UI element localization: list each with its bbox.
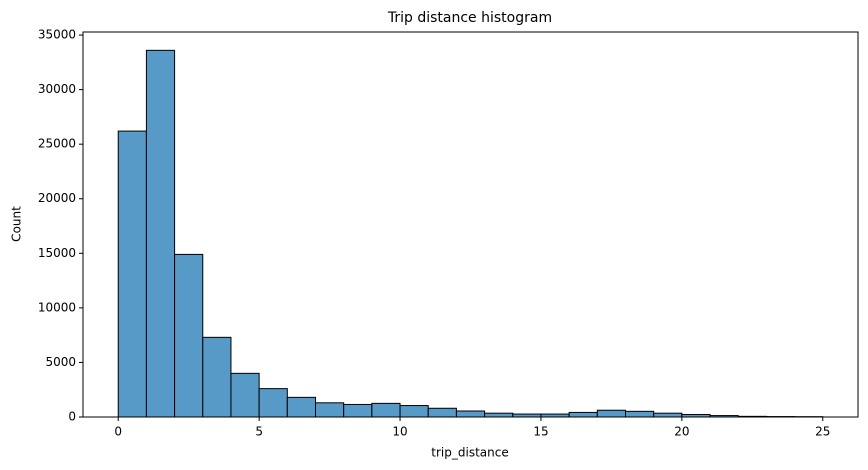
y-tick-label: 5000 — [45, 355, 76, 369]
x-tick-label: 0 — [114, 425, 122, 439]
x-tick-label: 25 — [815, 425, 830, 439]
y-tick-label: 0 — [68, 410, 76, 424]
y-tick-label: 10000 — [38, 300, 76, 314]
x-axis-label: trip_distance — [431, 446, 508, 460]
y-tick-label: 20000 — [38, 191, 76, 205]
y-tick-label: 35000 — [38, 28, 76, 42]
bar — [371, 402, 401, 418]
x-tick-label: 20 — [674, 425, 689, 439]
bar — [455, 410, 486, 418]
bar — [315, 402, 345, 418]
x-tick-label: 5 — [255, 425, 263, 439]
bar — [343, 403, 373, 418]
bar — [230, 372, 260, 418]
bar — [117, 130, 147, 418]
y-tick-label: 30000 — [38, 82, 76, 96]
bar — [484, 412, 514, 418]
bar — [653, 412, 683, 418]
bar — [202, 336, 232, 418]
bar — [174, 253, 204, 418]
bar — [625, 410, 655, 418]
bar — [596, 409, 626, 418]
y-axis-label: Count — [10, 206, 24, 242]
bar — [286, 396, 316, 418]
x-tick-label: 10 — [392, 425, 407, 439]
bar — [568, 411, 598, 418]
chart-title: Trip distance histogram — [387, 10, 552, 26]
bar — [258, 388, 288, 418]
bar — [145, 49, 176, 418]
bar — [399, 405, 429, 418]
axes-frame — [82, 31, 859, 418]
bar — [427, 407, 457, 418]
y-tick-label: 15000 — [38, 246, 76, 260]
x-tick-label: 15 — [533, 425, 548, 439]
y-tick-label: 25000 — [38, 137, 76, 151]
